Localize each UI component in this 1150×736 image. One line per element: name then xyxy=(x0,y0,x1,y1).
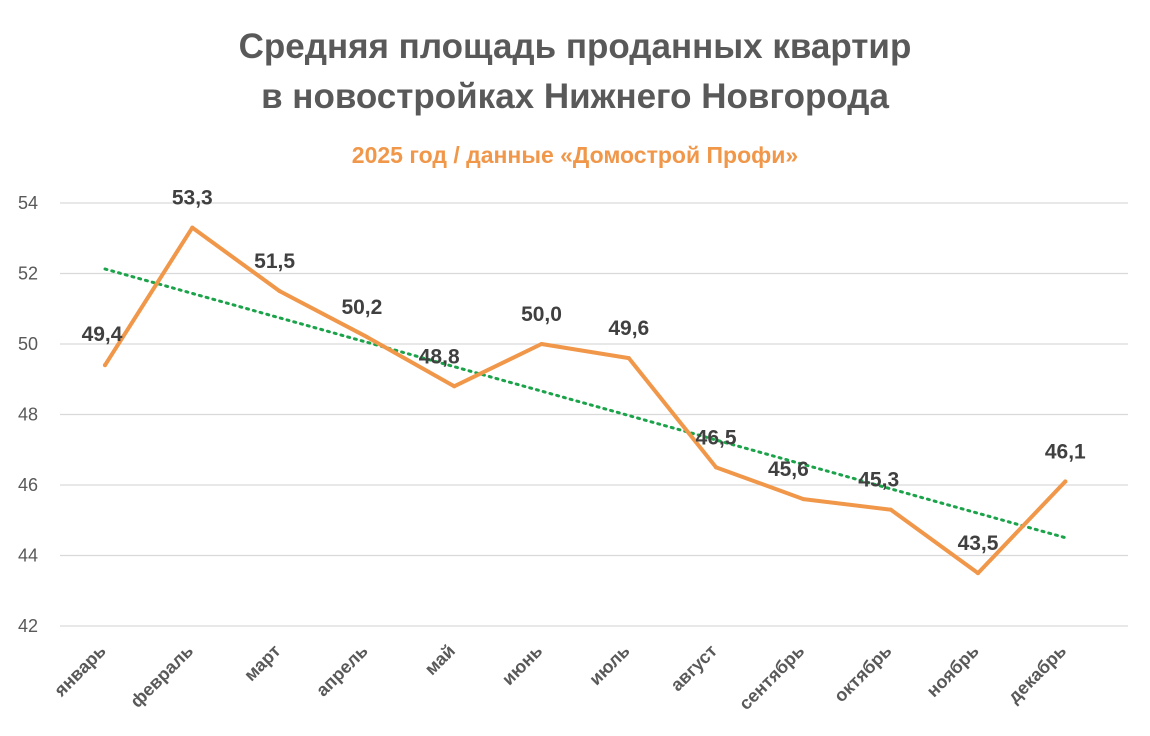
chart-title: Средняя площадь проданных квартир в ново… xyxy=(0,22,1150,122)
y-tick-label-48: 48 xyxy=(18,405,38,425)
chart-subtitle: 2025 год / данные «Домострой Профи» xyxy=(351,142,799,168)
x-tick-label-6: июль xyxy=(585,641,633,689)
x-tick-label-5: июнь xyxy=(498,641,546,689)
x-tick-label-9: октябрь xyxy=(830,641,895,706)
y-tick-label-44: 44 xyxy=(18,546,38,566)
data-label-6: 49,6 xyxy=(608,317,649,340)
data-label-4: 48,8 xyxy=(419,345,460,368)
data-label-1: 53,3 xyxy=(172,187,213,210)
x-tick-label-0: январь xyxy=(50,641,110,701)
y-tick-label-42: 42 xyxy=(18,616,38,636)
data-point-9 xyxy=(888,507,893,512)
y-tick-label-50: 50 xyxy=(18,334,38,354)
y-tick-label-46: 46 xyxy=(18,475,38,495)
data-point-5 xyxy=(539,342,544,346)
data-point-10 xyxy=(976,571,980,576)
data-label-5: 50,0 xyxy=(521,303,562,326)
data-point-3 xyxy=(364,334,369,339)
series-line xyxy=(103,225,1068,576)
y-tick-label-54: 54 xyxy=(18,193,38,213)
data-point-2 xyxy=(277,289,282,294)
x-tick-label-1: февраль xyxy=(126,641,197,712)
data-label-0: 49,4 xyxy=(82,323,123,346)
data-label-10: 43,5 xyxy=(958,532,999,555)
x-tick-label-2: март xyxy=(240,641,284,685)
data-label-8: 45,6 xyxy=(768,458,809,481)
data-label-2: 51,5 xyxy=(254,250,295,273)
data-label-3: 50,2 xyxy=(341,296,382,319)
y-tick-label-52: 52 xyxy=(18,264,38,284)
data-point-0 xyxy=(103,363,107,368)
data-point-6 xyxy=(626,356,631,361)
data-point-7 xyxy=(714,465,719,470)
trendline xyxy=(103,267,1067,540)
chart-title-line-2: в новостройках Нижнего Новгорода xyxy=(261,77,889,116)
data-point-11 xyxy=(1063,479,1068,484)
data-label-11: 46,1 xyxy=(1045,440,1086,463)
x-tick-label-3: апрель xyxy=(312,641,372,701)
x-tick-label-11: декабрь xyxy=(1004,641,1070,707)
x-tick-label-10: ноябрь xyxy=(923,641,983,701)
x-tick-label-8: сентябрь xyxy=(735,641,808,714)
x-tick-label-7: август xyxy=(667,641,722,696)
data-point-4 xyxy=(452,384,457,389)
chart-title-line-1: Средняя площадь проданных квартир xyxy=(238,27,912,66)
data-label-7: 46,5 xyxy=(696,426,737,449)
data-point-1 xyxy=(190,225,195,230)
data-label-9: 45,3 xyxy=(858,469,899,492)
x-tick-label-4: май xyxy=(421,641,459,679)
data-point-8 xyxy=(801,497,806,502)
